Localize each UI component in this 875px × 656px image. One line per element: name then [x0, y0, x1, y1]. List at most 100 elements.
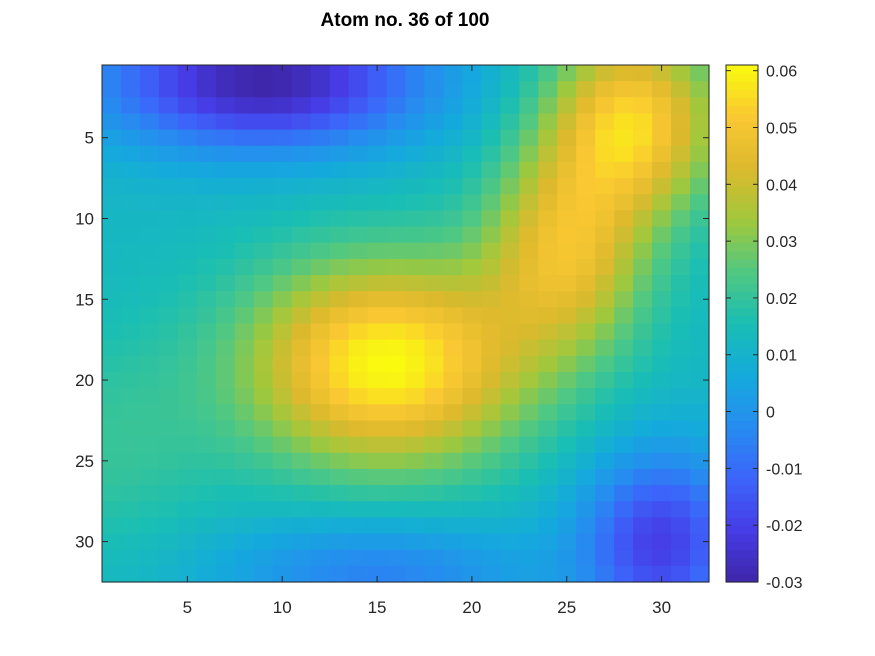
heatmap-cell	[576, 242, 596, 260]
heatmap-cell	[367, 210, 388, 228]
heatmap-cell	[367, 194, 388, 212]
colorbar-swatch	[726, 65, 758, 74]
heatmap-cell	[367, 420, 388, 438]
heatmap-cell	[614, 291, 634, 308]
heatmap-cell	[671, 517, 691, 535]
heatmap-cell	[272, 161, 293, 179]
heatmap-cell	[671, 258, 691, 276]
heatmap-cell	[291, 194, 312, 212]
heatmap-cell	[671, 323, 691, 341]
heatmap-cell	[481, 113, 501, 131]
heatmap-cell	[253, 307, 274, 325]
heatmap-cell	[291, 226, 312, 244]
heatmap-cell	[253, 501, 274, 518]
heatmap-cell	[462, 436, 482, 454]
heatmap-cell	[405, 549, 426, 567]
heatmap-cell	[367, 129, 388, 147]
heatmap-cell	[253, 113, 274, 131]
colorbar-swatch	[726, 557, 758, 567]
heatmap-cell	[215, 436, 236, 454]
colorbar-swatch	[726, 275, 758, 284]
heatmap-cell	[576, 161, 596, 179]
heatmap-cell	[500, 485, 520, 502]
heatmap-cell	[519, 323, 539, 341]
heatmap-cell	[690, 485, 710, 502]
heatmap-cell	[177, 65, 198, 82]
heatmap-cell	[158, 549, 179, 567]
heatmap-cell	[614, 468, 634, 486]
heatmap-cell	[481, 291, 501, 308]
heatmap-cell	[310, 113, 331, 131]
heatmap-cell	[386, 501, 407, 518]
heatmap-cell	[215, 517, 236, 535]
heatmap-cell	[310, 565, 331, 583]
heatmap-cell	[405, 517, 426, 535]
heatmap-cell	[481, 210, 501, 228]
chart-title: Atom no. 36 of 100	[321, 10, 490, 31]
heatmap-cell	[102, 275, 122, 292]
heatmap-cell	[139, 468, 160, 486]
heatmap-cell	[386, 258, 407, 276]
heatmap-cell	[196, 436, 217, 454]
heatmap-cell	[102, 468, 122, 486]
colorbar-swatch	[726, 202, 758, 212]
heatmap-cell	[690, 65, 710, 82]
heatmap-cell	[690, 194, 710, 212]
heatmap-cell	[462, 81, 482, 98]
heatmap-cell	[633, 339, 653, 357]
heatmap-cell	[291, 97, 312, 115]
heatmap-cell	[177, 388, 198, 405]
heatmap-cell	[177, 242, 198, 260]
heatmap-cell	[671, 485, 691, 502]
heatmap-cell	[348, 113, 369, 131]
heatmap-cell	[671, 533, 691, 551]
heatmap-cell	[120, 226, 141, 244]
heatmap-cell	[576, 307, 596, 325]
heatmap-cell	[177, 420, 198, 438]
heatmap-cell	[310, 339, 331, 357]
heatmap-cell	[557, 420, 577, 438]
heatmap-cell	[272, 517, 293, 535]
heatmap-cell	[367, 549, 388, 567]
heatmap-cell	[538, 145, 558, 163]
heatmap-cell	[481, 129, 501, 147]
heatmap-cell	[120, 194, 141, 212]
heatmap-cell	[538, 404, 558, 422]
heatmap-cell	[367, 485, 388, 502]
heatmap-cell	[671, 161, 691, 179]
heatmap-cell	[595, 420, 615, 438]
heatmap-cell	[500, 258, 520, 276]
heatmap-cell	[652, 145, 672, 163]
colorbar-swatch	[726, 412, 758, 422]
heatmap-cell	[690, 565, 710, 583]
heatmap-cell	[196, 355, 217, 373]
heatmap-cell	[367, 307, 388, 325]
heatmap-cell	[253, 97, 274, 115]
heatmap-cell	[386, 404, 407, 422]
heatmap-cell	[253, 194, 274, 212]
heatmap-cell	[386, 210, 407, 228]
heatmap-cell	[348, 485, 369, 502]
heatmap-cell	[652, 307, 672, 325]
heatmap-cell	[614, 242, 634, 260]
heatmap-cell	[671, 307, 691, 325]
heatmap-cell	[690, 161, 710, 179]
heatmap-cell	[386, 533, 407, 551]
heatmap-cell	[272, 258, 293, 276]
colorbar-swatch	[726, 525, 758, 535]
heatmap-cell	[253, 81, 274, 98]
heatmap-cell	[538, 485, 558, 502]
heatmap-cell	[671, 210, 691, 228]
colorbar-swatch	[726, 194, 758, 203]
heatmap-cell	[215, 501, 236, 518]
heatmap-cell	[310, 210, 331, 228]
heatmap-cell	[177, 275, 198, 292]
heatmap-cell	[671, 371, 691, 389]
heatmap-cell	[519, 113, 539, 131]
heatmap-cell	[519, 161, 539, 179]
heatmap-cell	[272, 323, 293, 341]
heatmap-cell	[405, 275, 426, 292]
heatmap-cell	[633, 371, 653, 389]
heatmap-cell	[291, 81, 312, 98]
heatmap-cell	[576, 533, 596, 551]
